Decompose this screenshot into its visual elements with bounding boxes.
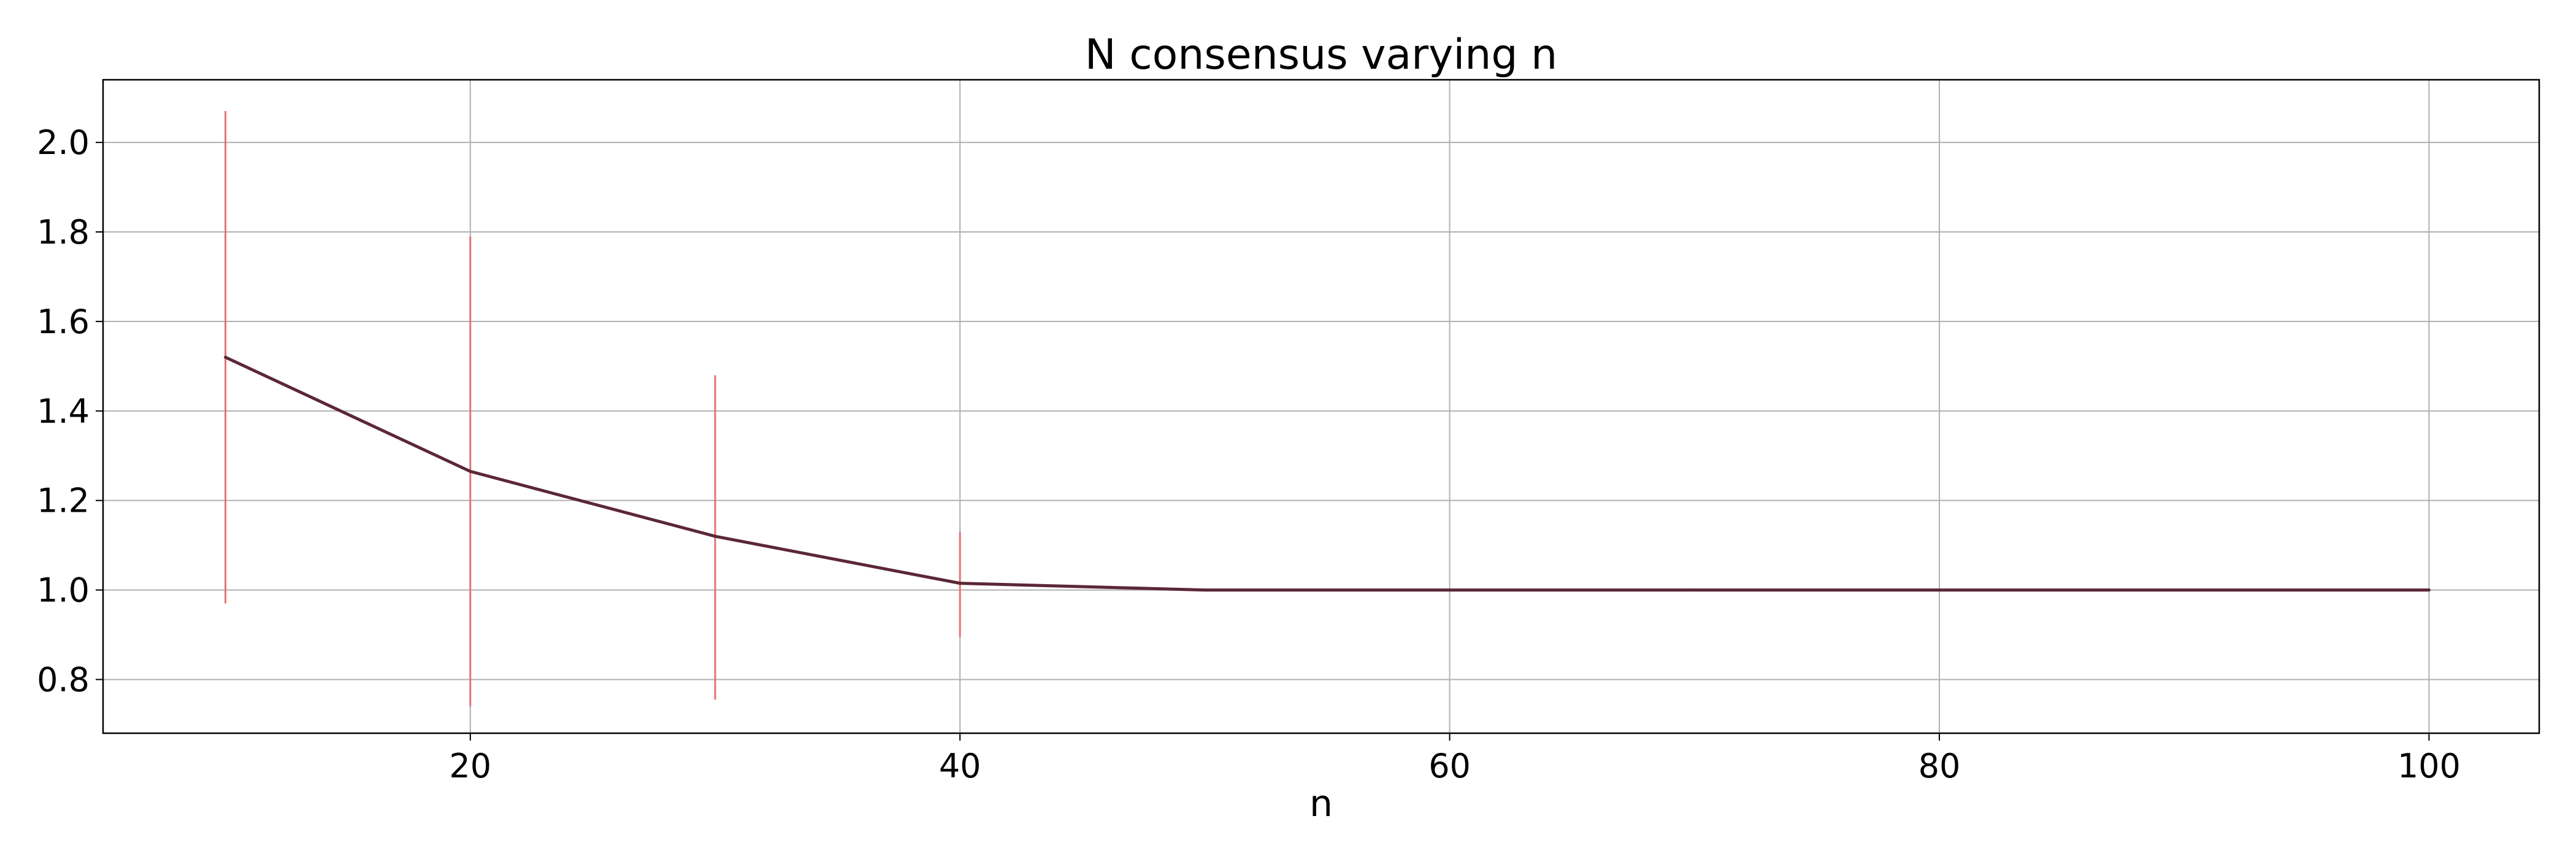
data-point (224, 355, 228, 359)
data-series (224, 355, 2431, 592)
y-tick-label: 1.4 (37, 392, 90, 431)
x-tick-label: 100 (2398, 747, 2461, 785)
x-tick-label: 80 (1919, 747, 1961, 785)
x-tick-label: 20 (449, 747, 491, 785)
x-tick-label: 60 (1428, 747, 1471, 785)
data-point (958, 582, 962, 585)
x-axis-ticks: 20 40 60 80 100 (449, 733, 2461, 785)
y-tick-label: 1.0 (37, 571, 90, 610)
data-point (1938, 588, 1941, 592)
data-point (1693, 588, 1696, 592)
y-axis-ticks: 0.8 1.0 1.2 1.4 1.6 1.8 2.0 (37, 123, 103, 699)
chart-title: N consensus varying n (1085, 31, 1557, 79)
y-tick-label: 2.0 (37, 123, 90, 162)
data-point (1448, 588, 1452, 592)
data-point (469, 469, 472, 473)
x-axis-label: n (1309, 782, 1333, 825)
plot-frame (102, 79, 2540, 734)
series-line (224, 355, 2429, 592)
y-tick-label: 1.6 (37, 302, 90, 341)
grid-lines (103, 80, 2539, 733)
y-tick-label: 1.8 (37, 213, 90, 252)
y-tick-label: 0.8 (37, 660, 90, 699)
data-point (2182, 588, 2186, 592)
data-point (1203, 588, 1206, 592)
data-point (2427, 588, 2431, 592)
data-point (713, 534, 717, 538)
x-tick-label: 40 (939, 747, 981, 785)
y-tick-label: 1.2 (37, 482, 90, 520)
